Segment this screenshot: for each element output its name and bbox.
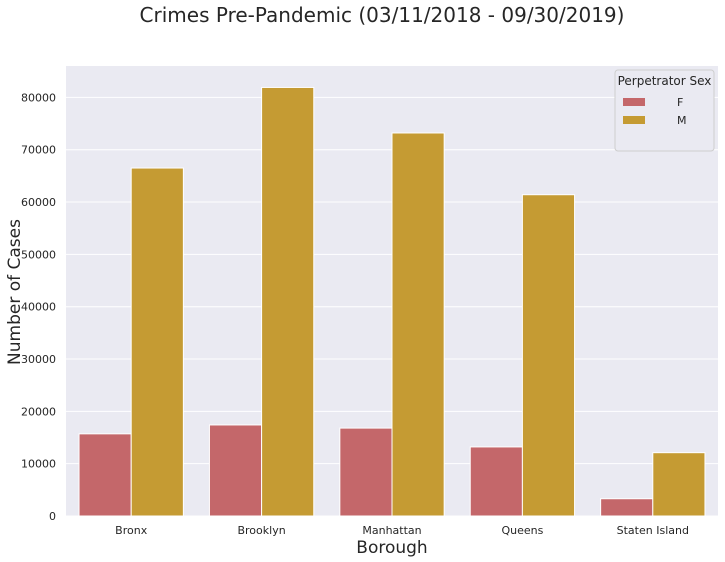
- bar-m-manhattan: [391, 132, 445, 517]
- x-tick-label: Bronx: [115, 524, 148, 537]
- legend-swatch: [623, 98, 645, 106]
- x-tick-label: Brooklyn: [237, 524, 285, 537]
- y-tick-label: 10000: [21, 458, 56, 471]
- bar-f-queens: [469, 446, 523, 517]
- y-tick-label: 0: [49, 510, 56, 523]
- y-tick-label: 60000: [21, 196, 56, 209]
- x-axis-ticks: Bronx Brooklyn Manhattan Queens Staten Islan…: [115, 524, 689, 537]
- bar-m-bronx: [130, 167, 184, 517]
- x-axis-label: Borough: [356, 538, 427, 558]
- bar-m-staten-island: [652, 452, 706, 517]
- legend-box: [614, 69, 715, 152]
- y-axis-label: Number of Cases: [5, 219, 25, 365]
- bar-f-brooklyn: [208, 424, 263, 517]
- x-tick-label: Staten Island: [617, 524, 689, 537]
- y-tick-label: 30000: [21, 353, 56, 366]
- y-tick-label: 70000: [21, 144, 56, 157]
- y-axis-ticks: 0 10000 20000 30000 40000 50000 60000 70000 8000…: [21, 91, 56, 523]
- x-tick-label: Manhattan: [362, 524, 421, 537]
- y-tick-label: 50000: [21, 248, 56, 261]
- legend-title: Perpetrator Sex: [618, 74, 712, 88]
- x-tick-label: Queens: [501, 524, 543, 537]
- bars: [78, 86, 706, 517]
- legend-label: M: [677, 114, 687, 127]
- bar-f-bronx: [78, 433, 132, 517]
- bar-f-manhattan: [339, 427, 393, 517]
- legend: Perpetrator Sex FM: [614, 69, 715, 152]
- bar-m-queens: [521, 194, 576, 517]
- y-tick-label: 80000: [21, 91, 56, 104]
- y-tick-label: 40000: [21, 301, 56, 314]
- bar-f-staten-island: [600, 498, 654, 517]
- legend-swatch: [623, 116, 645, 124]
- y-tick-label: 20000: [21, 405, 56, 418]
- chart-title: Crimes Pre-Pandemic (03/11/2018 - 09/30/…: [140, 3, 625, 27]
- bar-m-brooklyn: [261, 86, 315, 517]
- legend-label: F: [677, 96, 683, 109]
